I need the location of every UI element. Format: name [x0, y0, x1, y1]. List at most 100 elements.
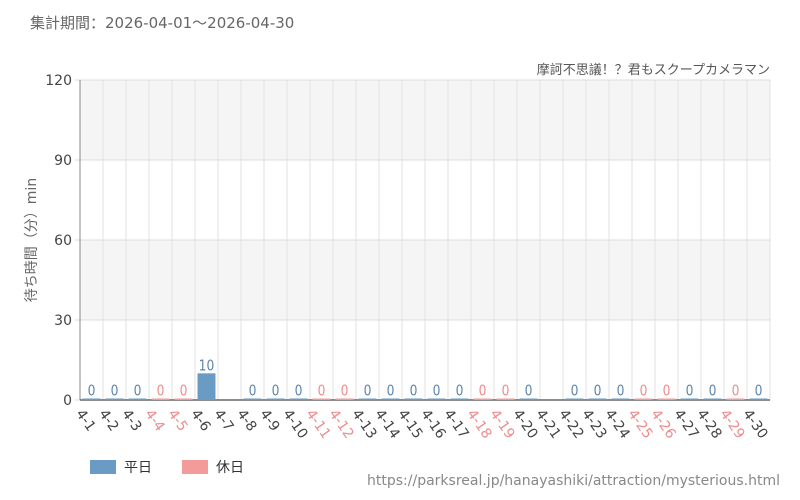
x-tick-label: 4-30 [739, 407, 770, 442]
bar-value-label: 0 [134, 382, 142, 399]
bar-value-label: 0 [387, 382, 395, 399]
bar-value-label: 0 [479, 382, 487, 399]
x-tick-label: 4-4 [141, 407, 167, 435]
x-tick-label: 4-24 [601, 407, 632, 442]
legend: 平日 休日 [90, 457, 266, 477]
bar-value-label: 0 [157, 382, 165, 399]
x-tick-label: 4-21 [532, 407, 563, 442]
bar [82, 398, 101, 400]
x-tick-label: 4-10 [279, 407, 310, 442]
x-tick-label: 4-17 [440, 407, 471, 442]
x-tick-label: 4-19 [486, 407, 517, 442]
bar [496, 398, 515, 400]
bar [634, 398, 653, 400]
x-tick-label: 4-28 [693, 407, 724, 442]
bar [266, 398, 285, 400]
bar-value-label: 0 [410, 382, 418, 399]
x-tick-label: 4-16 [417, 407, 448, 442]
y-tick-label: 120 [45, 73, 72, 89]
holiday-swatch [182, 460, 208, 474]
bar [289, 398, 308, 400]
bar-value-label: 0 [525, 382, 533, 399]
bar-value-label: 0 [341, 382, 349, 399]
x-tick-label: 4-2 [95, 407, 121, 435]
bar [657, 398, 676, 400]
y-tick-label: 90 [54, 153, 72, 169]
legend-item-holiday: 休日 [182, 457, 244, 477]
x-tick-label: 4-8 [233, 407, 259, 435]
bar-value-label: 0 [456, 382, 464, 399]
source-url: https://parksreal.jp/hanayashiki/attract… [367, 473, 780, 489]
x-tick-label: 4-6 [187, 407, 213, 435]
bar [726, 398, 745, 400]
bar [565, 398, 584, 400]
bar [588, 398, 607, 400]
x-tick-label: 4-9 [256, 407, 282, 435]
bar-value-label: 0 [272, 382, 280, 399]
bar-value-label: 0 [111, 382, 119, 399]
bar [312, 398, 331, 400]
bar-value-label: 0 [571, 382, 579, 399]
legend-item-weekday: 平日 [90, 457, 152, 477]
attraction-name: 摩訶不思議！？君もスクープカメラマン [536, 63, 770, 78]
x-tick-label: 4-14 [371, 407, 402, 442]
x-tick-label: 4-29 [716, 407, 747, 442]
bar-value-label: 0 [617, 382, 625, 399]
x-tick-label: 4-5 [164, 407, 190, 435]
bar-value-label: 0 [364, 382, 372, 399]
bar [703, 398, 722, 400]
bar-value-label: 0 [755, 382, 763, 399]
bar [105, 398, 124, 400]
x-tick-label: 4-27 [670, 407, 701, 442]
x-tick-label: 4-18 [463, 407, 494, 442]
x-tick-label: 4-25 [624, 407, 655, 442]
bar [749, 398, 768, 400]
bar-value-label: 0 [686, 382, 694, 399]
bar [473, 398, 492, 400]
bar [611, 398, 630, 400]
x-tick-label: 4-7 [210, 407, 236, 435]
bar-value-label: 0 [249, 382, 257, 399]
holiday-legend-label: 休日 [216, 460, 244, 476]
bar-value-label: 0 [180, 382, 188, 399]
weekday-swatch [90, 460, 116, 474]
x-tick-label: 4-3 [118, 407, 144, 435]
bar [151, 398, 170, 400]
bar-value-label: 0 [594, 382, 602, 399]
bar-value-label: 0 [295, 382, 303, 399]
y-tick-label: 30 [54, 313, 72, 329]
bar [335, 398, 354, 400]
bar [381, 398, 400, 400]
y-tick-label: 0 [63, 393, 72, 409]
x-tick-label: 4-13 [348, 407, 379, 442]
bar [519, 398, 538, 400]
x-tick-label: 4-23 [578, 407, 609, 442]
bar-value-label: 0 [709, 382, 717, 399]
x-tick-label: 4-20 [509, 407, 540, 442]
x-tick-label: 4-12 [325, 407, 356, 442]
bar-value-label: 0 [502, 382, 510, 399]
bar [680, 398, 699, 400]
x-tick-label: 4-22 [555, 407, 586, 442]
bar [197, 373, 216, 400]
y-tick-label: 60 [54, 233, 72, 249]
x-tick-label: 4-15 [394, 407, 425, 442]
bar [128, 398, 147, 400]
bar-value-label: 10 [199, 357, 215, 374]
weekday-legend-label: 平日 [124, 460, 152, 476]
bar [404, 398, 423, 400]
bar-value-label: 0 [318, 382, 326, 399]
bar [427, 398, 446, 400]
bar-value-label: 0 [433, 382, 441, 399]
x-tick-label: 4-11 [302, 407, 333, 442]
bar [174, 398, 193, 400]
bar-value-label: 0 [88, 382, 96, 399]
bar-value-label: 0 [663, 382, 671, 399]
bar [450, 398, 469, 400]
bar [358, 398, 377, 400]
x-tick-label: 4-26 [647, 407, 678, 442]
bar [243, 398, 262, 400]
x-tick-label: 4-1 [72, 407, 98, 435]
period-label: 集計期間：2026-04-01～2026-04-30 [30, 14, 295, 32]
